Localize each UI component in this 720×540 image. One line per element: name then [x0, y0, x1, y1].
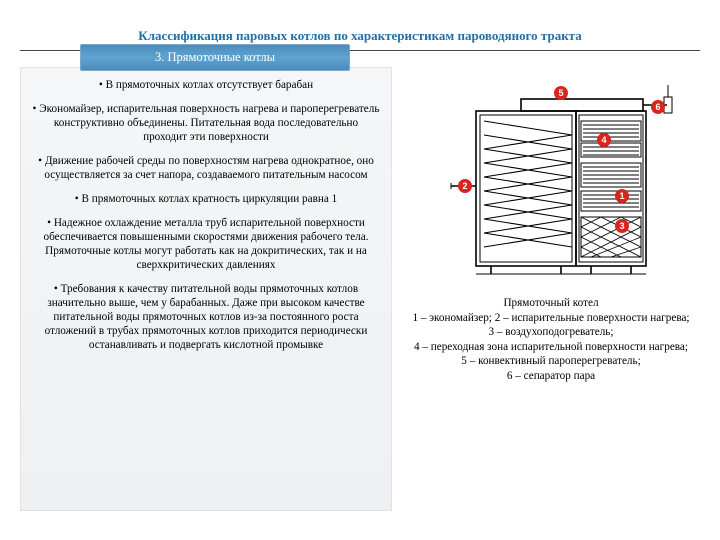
- svg-text:1: 1: [619, 191, 624, 201]
- svg-text:6: 6: [655, 102, 660, 112]
- marker-6: 6: [651, 100, 665, 114]
- boiler-diagram: 1 2 3 4 5 6: [421, 71, 681, 276]
- caption-line: 6 – сепаратор пара: [410, 369, 692, 384]
- section-tab: 3. Прямоточные котлы: [80, 44, 350, 71]
- marker-5: 5: [554, 86, 568, 100]
- caption-line: 4 – переходная зона испарительной поверх…: [410, 340, 692, 355]
- bullet-item: Требования к качеству питательной воды п…: [31, 282, 381, 352]
- slide-title: Классификация паровых котлов по характер…: [20, 28, 700, 44]
- bullet-list: В прямоточных котлах отсутствует барабан…: [31, 78, 381, 352]
- svg-text:5: 5: [558, 88, 563, 98]
- caption-line: 5 – конвективный пароперегреватель;: [410, 354, 692, 369]
- right-column: 1 2 3 4 5 6 Прямоточный котел 1 – эконом…: [406, 51, 696, 511]
- bullet-item: В прямоточных котлах отсутствует барабан: [31, 78, 381, 92]
- marker-3: 3: [615, 219, 629, 233]
- bullet-panel: В прямоточных котлах отсутствует барабан…: [20, 67, 392, 511]
- caption-line: 1 – экономайзер; 2 – испарительные повер…: [410, 311, 692, 340]
- left-column: 3. Прямоточные котлы В прямоточных котла…: [20, 51, 392, 511]
- bullet-item: В прямоточных котлах кратность циркуляци…: [31, 192, 381, 206]
- marker-1: 1: [615, 189, 629, 203]
- svg-text:4: 4: [601, 135, 606, 145]
- caption-title: Прямоточный котел: [410, 296, 692, 311]
- marker-4: 4: [597, 133, 611, 147]
- marker-2: 2: [458, 179, 472, 193]
- bullet-item: Движение рабочей среды по поверхностям н…: [31, 154, 381, 182]
- bullet-item: Экономайзер, испарительная поверхность н…: [31, 102, 381, 144]
- bullet-item: Надежное охлаждение металла труб испарит…: [31, 216, 381, 272]
- columns: 3. Прямоточные котлы В прямоточных котла…: [20, 51, 700, 511]
- svg-text:3: 3: [619, 221, 624, 231]
- diagram-caption: Прямоточный котел 1 – экономайзер; 2 – и…: [406, 296, 696, 383]
- slide-page: Классификация паровых котлов по характер…: [0, 0, 720, 540]
- svg-text:2: 2: [462, 181, 467, 191]
